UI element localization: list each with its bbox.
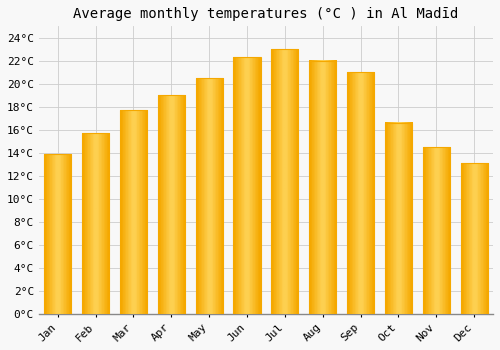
- Bar: [234, 57, 260, 314]
- Bar: [196, 78, 223, 314]
- Bar: [309, 61, 336, 314]
- Bar: [385, 123, 412, 314]
- Bar: [422, 147, 450, 314]
- Title: Average monthly temperatures (°C ) in Al Madīd: Average monthly temperatures (°C ) in Al…: [74, 7, 458, 21]
- Bar: [82, 133, 109, 314]
- Bar: [120, 110, 147, 314]
- Bar: [460, 163, 488, 314]
- Bar: [271, 49, 298, 314]
- Bar: [347, 72, 374, 314]
- Bar: [44, 154, 72, 314]
- Bar: [158, 95, 185, 314]
